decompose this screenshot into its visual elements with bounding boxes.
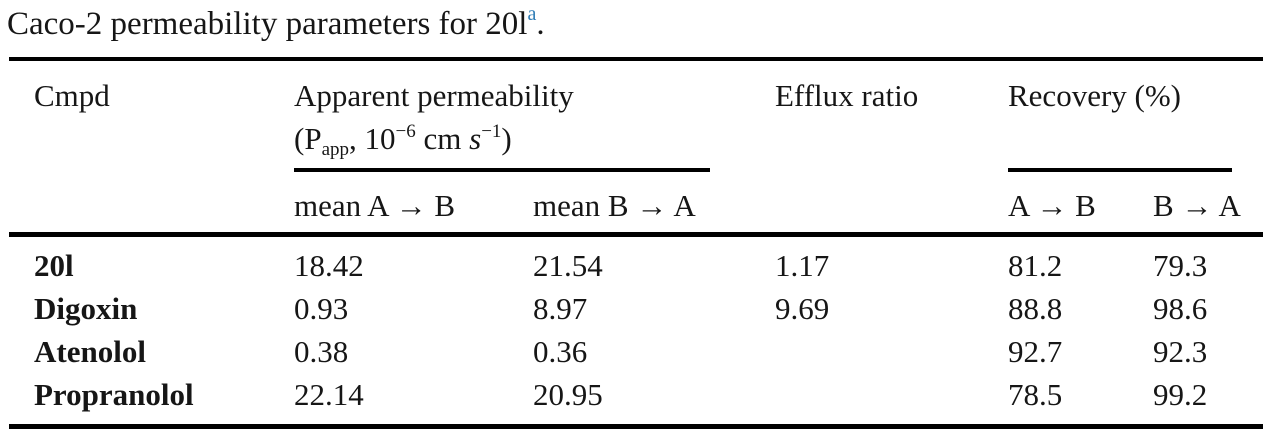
unit-seconds: s [469, 121, 482, 156]
footnote-marker: a [527, 3, 537, 25]
header-apparent-line1: Apparent permeability [294, 78, 574, 113]
unit-prefix: (P [294, 121, 322, 156]
row-recovery-a-to-b-value: 92.7 [1008, 334, 1063, 369]
row-recovery-a-to-b-value: 81.2 [1008, 248, 1063, 283]
row-compound-name: 20l [34, 248, 74, 283]
unit-mid: , 10 [349, 121, 396, 156]
apparent-permeability-span-rule [294, 168, 710, 172]
table-top-rule [9, 57, 1263, 61]
header-apparent-units: (Papp, 10−6 cm s−1) [294, 121, 512, 159]
row-compound-name: Atenolol [34, 334, 146, 369]
caption-text: Caco-2 permeability parameters for 20l [7, 6, 528, 42]
recovery-span-rule [1008, 168, 1232, 172]
row-mean-a-to-b-value: 0.38 [294, 334, 349, 369]
header-efflux-ratio: Efflux ratio [775, 78, 919, 113]
row-mean-a-to-b-value: 22.14 [294, 377, 364, 412]
caption-period: . [536, 6, 545, 42]
row-mean-b-to-a-value: 21.54 [533, 248, 603, 283]
row-recovery-a-to-b-value: 88.8 [1008, 291, 1063, 326]
unit-cm: cm [415, 121, 470, 156]
table-caption: Caco-2 permeability parameters for 20la. [7, 2, 545, 46]
row-compound-name: Propranolol [34, 377, 194, 412]
row-efflux-ratio-value: 9.69 [775, 291, 830, 326]
subheader-recovery-b-to-a: B → A [1153, 188, 1241, 223]
row-compound-name: Digoxin [34, 291, 138, 326]
row-efflux-ratio-value: 1.17 [775, 248, 830, 283]
row-mean-b-to-a-value: 0.36 [533, 334, 588, 369]
row-recovery-b-to-a-value: 92.3 [1153, 334, 1208, 369]
row-mean-b-to-a-value: 8.97 [533, 291, 588, 326]
row-mean-b-to-a-value: 20.95 [533, 377, 603, 412]
unit-subscript-app: app [321, 139, 350, 160]
subheader-mean-a-to-b: mean A → B [294, 188, 456, 223]
table-mid-rule [9, 232, 1263, 237]
header-apparent-permeability: Apparent permeability (Papp, 10−6 cm s−1… [294, 74, 574, 160]
unit-suffix: ) [501, 121, 512, 156]
row-recovery-b-to-a-value: 98.6 [1153, 291, 1208, 326]
subheader-mean-b-to-a: mean B → A [533, 188, 696, 223]
row-recovery-a-to-b-value: 78.5 [1008, 377, 1063, 412]
unit-exponent-minus6: −6 [395, 121, 416, 142]
row-mean-a-to-b-value: 18.42 [294, 248, 364, 283]
row-recovery-b-to-a-value: 99.2 [1153, 377, 1208, 412]
unit-exponent-minus1: −1 [481, 121, 502, 142]
table-bottom-rule [9, 424, 1263, 429]
header-recovery: Recovery (%) [1008, 78, 1181, 113]
row-mean-a-to-b-value: 0.93 [294, 291, 349, 326]
header-cmpd: Cmpd [34, 78, 110, 113]
subheader-recovery-a-to-b: A → B [1008, 188, 1096, 223]
row-recovery-b-to-a-value: 79.3 [1153, 248, 1208, 283]
